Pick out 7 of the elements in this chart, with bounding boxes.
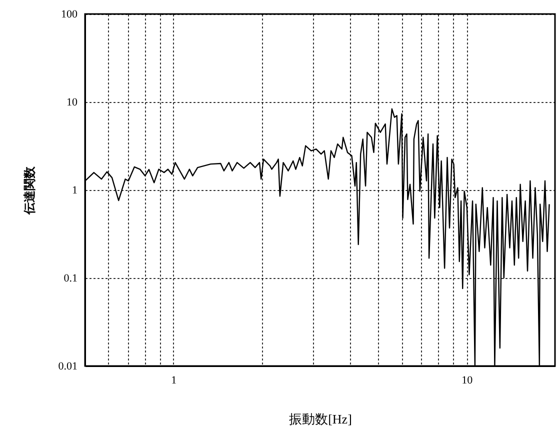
y-tick-label: 0.01 [58, 360, 78, 372]
y-tick-label: 10 [66, 96, 78, 108]
y-axis-title: 伝達関数 [22, 166, 36, 216]
y-tick-label: 0.1 [64, 272, 78, 284]
y-tick-label: 100 [61, 8, 78, 20]
y-tick-label: 1 [72, 184, 78, 196]
x-axis-title: 振動数[Hz] [289, 412, 352, 426]
